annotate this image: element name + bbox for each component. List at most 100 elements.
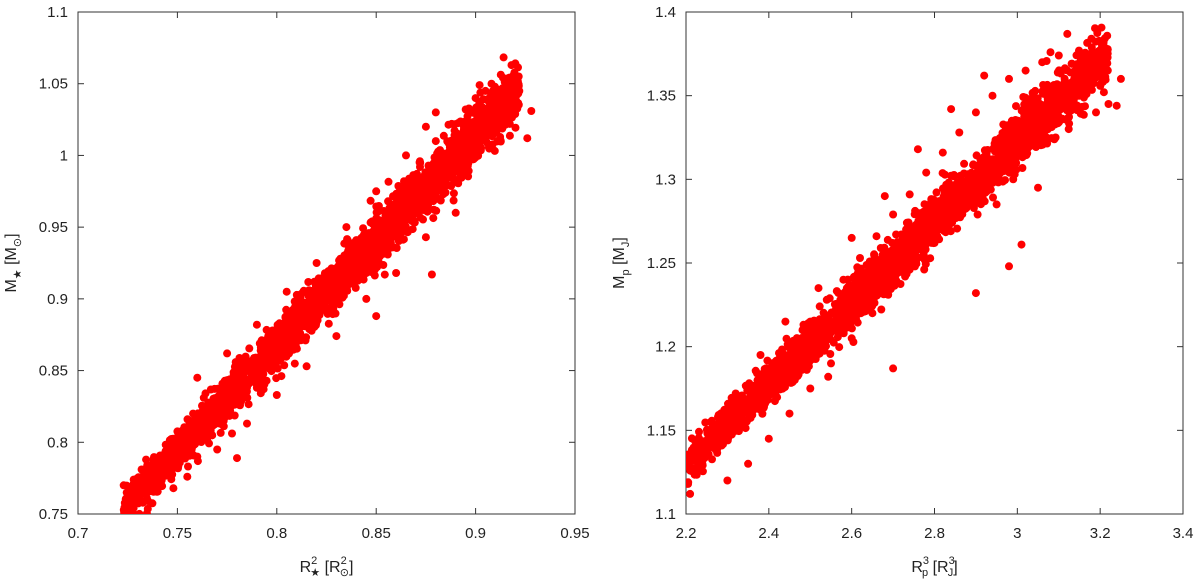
scatter-point [482,138,491,147]
scatter-point [392,232,401,241]
scatter-point [119,481,128,490]
y-tick-label: 0.85 [39,363,68,380]
scatter-point [457,141,466,150]
y-axis-label: M★ [M⊙] [3,233,24,292]
scatter-point [281,313,290,322]
scatter-point [169,446,178,455]
scatter-point [523,134,532,143]
scatter-point [412,169,421,178]
scatter-point [394,196,403,204]
y-tick-label: 0.75 [39,506,68,523]
scatter-point [239,371,248,380]
scatter-point [343,236,352,245]
scatter-point [292,333,301,342]
y-tick-label: 1.05 [39,76,68,93]
scatter-point [258,360,267,369]
scatter-point [312,312,321,321]
scatter-point [921,260,930,269]
scatter-point [502,109,511,118]
scatter-point [833,333,842,342]
scatter-point [374,202,383,210]
scatter-point [290,359,299,368]
scatter-point [824,372,833,381]
scatter-point [491,108,500,117]
scatter-point [1007,116,1016,125]
scatter-point [380,219,389,227]
scatter-point [184,462,192,471]
scatter-point [459,125,468,134]
scatter-point [507,61,516,70]
scatter-point [269,336,278,345]
scatter-point [312,280,321,288]
scatter-point [195,423,204,432]
scatter-point [461,105,470,114]
scatter-point [1062,99,1071,108]
scatter-point [989,193,997,202]
scatter-point [127,502,136,511]
scatter-point [416,213,425,222]
scatter-point [148,499,157,508]
scatter-point [256,343,265,352]
scatter-point [445,152,454,161]
scatter-point [351,283,360,292]
scatter-point [1064,125,1073,134]
scatter-point [453,153,462,161]
scatter-point [304,278,313,286]
x-tick-label: 0.9 [465,525,486,542]
scatter-point [402,151,410,160]
scatter-point [222,398,231,407]
scatter-point [429,205,438,214]
scatter-point [461,166,470,175]
scatter-point [147,469,156,478]
scatter-point [187,428,196,437]
scatter-point [505,131,514,140]
scatter-point [147,487,156,496]
scatter-point [941,170,949,179]
point-cloud [119,53,536,514]
scatter-point [499,73,507,82]
scatter-point [1012,102,1020,111]
scatter-point [419,204,428,213]
scatter-point [503,84,512,92]
scatter-point [216,428,225,437]
right-scatter-panel: 2.2 2.4 2.6 2.8 3 3.2 3.41.11.151.21.251.31.35… [611,4,1193,579]
scatter-point [245,344,254,353]
scatter-point [252,383,261,392]
scatter-point [225,411,234,420]
scatter-point [401,226,410,235]
scatter-point [359,224,368,233]
scatter-point [182,423,191,432]
scatter-point [241,362,249,371]
scatter-point [451,208,460,217]
scatter-point [456,171,465,180]
scatter-point [319,291,328,300]
scatter-point [232,370,241,378]
scatter-point [1097,23,1106,32]
scatter-point [1001,176,1009,185]
scatter-point [193,452,202,461]
scatter-point [140,478,149,487]
scatter-point [468,107,477,115]
scatter-point [877,305,886,314]
scatter-point [352,236,361,245]
scatter-point [468,118,477,127]
scatter-point [347,249,356,258]
scatter-point [137,465,146,474]
scatter-point [392,269,401,277]
scatter-point [369,235,377,244]
scatter-point [196,436,205,445]
scatter-point [804,362,813,371]
scatter-point [193,373,202,382]
scatter-point [431,137,440,146]
scatter-point [366,196,375,205]
y-tick-label: 1.1 [47,4,68,21]
scatter-point [870,251,879,260]
scatter-point [884,290,893,299]
scatter-point [455,164,464,173]
scatter-point [487,79,496,88]
scatter-point [855,279,863,288]
scatter-point [202,422,211,431]
scatter-point [972,151,981,160]
scatter-point [277,372,286,381]
